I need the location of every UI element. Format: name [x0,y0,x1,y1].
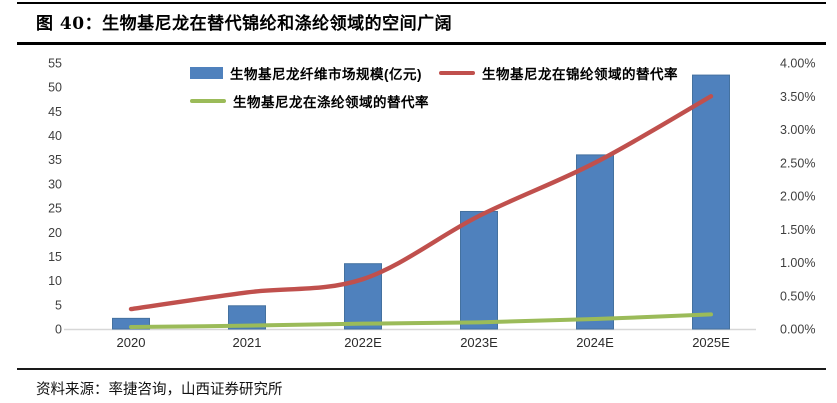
legend-label-nylon-rate: 生物基尼龙在锦纶领域的替代率 [482,67,678,82]
left-axis-tick-10: 10 [48,274,62,288]
x-axis-label-2020: 2020 [117,335,146,350]
right-axis-tick-1.00%: 1.00% [780,256,815,270]
x-axis-label-2021: 2021 [233,335,262,350]
bar-2023E [460,210,498,330]
left-axis-tick-45: 45 [48,105,62,119]
chart-svg: 0 5 10 15 20 25 30 35 40 45 50 55 0.00% 0.50% 1.00% 1.5… [48,57,815,351]
footer-rule [17,368,826,370]
chart-area: 0 5 10 15 20 25 30 35 40 45 50 55 0.00% 0.50% 1.00% 1.5… [0,46,837,366]
bar-2021 [228,305,266,330]
figure-title: 图 40：生物基尼龙在替代锦纶和涤纶领域的空间广阔 [36,14,453,34]
right-axis-tick-0.00%: 0.00% [780,323,815,337]
legend-swatch-nylon-rate [439,71,475,75]
x-axis-label-2023E: 2023E [460,335,498,350]
left-axis-tick-40: 40 [48,129,62,143]
title-rule [17,42,826,45]
legend-label-polyester-rate: 生物基尼龙在涤纶领域的替代率 [233,95,429,110]
legend-row-2: 生物基尼龙在涤纶领域的替代率 [190,91,678,111]
left-axis-tick-25: 25 [48,202,62,216]
left-axis-tick-30: 30 [48,177,62,191]
left-axis-tick-5: 5 [55,298,62,312]
left-axis-tick-15: 15 [48,250,62,264]
legend-row-1: 生物基尼龙纤维市场规模(亿元) 生物基尼龙在锦纶领域的替代率 [190,63,678,83]
x-axis-label-2024E: 2024E [576,335,614,350]
legend-swatch-polyester-rate [190,99,226,103]
chart-legend: 生物基尼龙纤维市场规模(亿元) 生物基尼龙在锦纶领域的替代率 生物基尼龙在涤纶领… [190,63,678,111]
x-axis-label-2025E: 2025E [692,335,730,350]
legend-label-market-size: 生物基尼龙纤维市场规模(亿元) [230,67,422,82]
bar-2025E [692,74,730,330]
right-axis-tick-3.50%: 3.50% [780,90,815,104]
right-axis-tick-2.50%: 2.50% [780,156,815,170]
right-axis-tick-0.50%: 0.50% [780,289,815,303]
right-axis-tick-4.00%: 4.00% [780,57,815,71]
left-axis-tick-35: 35 [48,153,62,167]
legend-swatch-market-size [190,67,223,79]
left-axis-tick-50: 50 [48,81,62,95]
bar-2024E [576,154,614,330]
source-line: 资料来源：率捷咨询，山西证券研究所 [36,382,283,398]
line-series-polyester-replacement-rate [129,312,713,330]
right-axis-tick-1.50%: 1.50% [780,223,815,237]
left-axis-tick-20: 20 [48,226,62,240]
x-axis-label-2022E: 2022E [344,335,382,350]
right-axis-tick-3.00%: 3.00% [780,123,815,137]
top-rule [17,2,826,4]
line-series-nylon-replacement-rate [128,94,714,312]
right-axis-tick-2.00%: 2.00% [780,190,815,204]
left-axis-tick-0: 0 [55,323,62,337]
left-axis-tick-55: 55 [48,57,62,71]
